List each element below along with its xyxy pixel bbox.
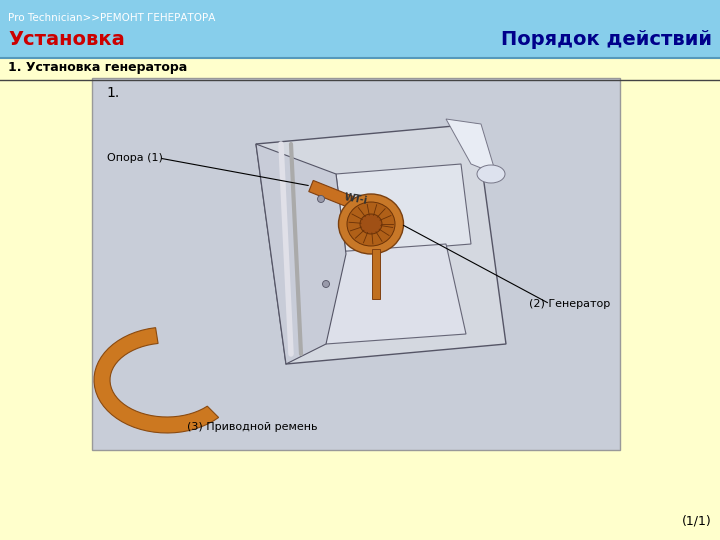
Text: (3) Приводной ремень: (3) Приводной ремень: [187, 422, 318, 432]
Polygon shape: [256, 144, 346, 364]
Text: Порядок действий: Порядок действий: [501, 30, 712, 49]
Bar: [92, 78, 620, 450]
Ellipse shape: [347, 202, 395, 246]
Text: WT-i: WT-i: [343, 192, 369, 206]
Polygon shape: [256, 124, 506, 364]
Text: (2) Генератор: (2) Генератор: [528, 299, 610, 309]
Polygon shape: [306, 244, 466, 344]
Polygon shape: [94, 328, 219, 433]
Text: Опора (1): Опора (1): [107, 153, 163, 163]
Text: (1/1): (1/1): [683, 515, 712, 528]
Text: Установка: Установка: [8, 30, 125, 49]
Polygon shape: [446, 119, 496, 174]
Polygon shape: [336, 164, 471, 254]
Polygon shape: [372, 249, 380, 299]
Text: 1.: 1.: [106, 86, 120, 100]
FancyBboxPatch shape: [0, 0, 720, 58]
Polygon shape: [309, 180, 354, 207]
Ellipse shape: [323, 280, 330, 287]
Ellipse shape: [338, 194, 403, 254]
Ellipse shape: [318, 195, 325, 202]
Ellipse shape: [360, 214, 382, 234]
Ellipse shape: [477, 165, 505, 183]
Text: 1. Установка генератора: 1. Установка генератора: [8, 61, 187, 74]
Text: Pro Technician>>РЕМОНТ ГЕНЕРАТОРА: Pro Technician>>РЕМОНТ ГЕНЕРАТОРА: [8, 13, 215, 23]
